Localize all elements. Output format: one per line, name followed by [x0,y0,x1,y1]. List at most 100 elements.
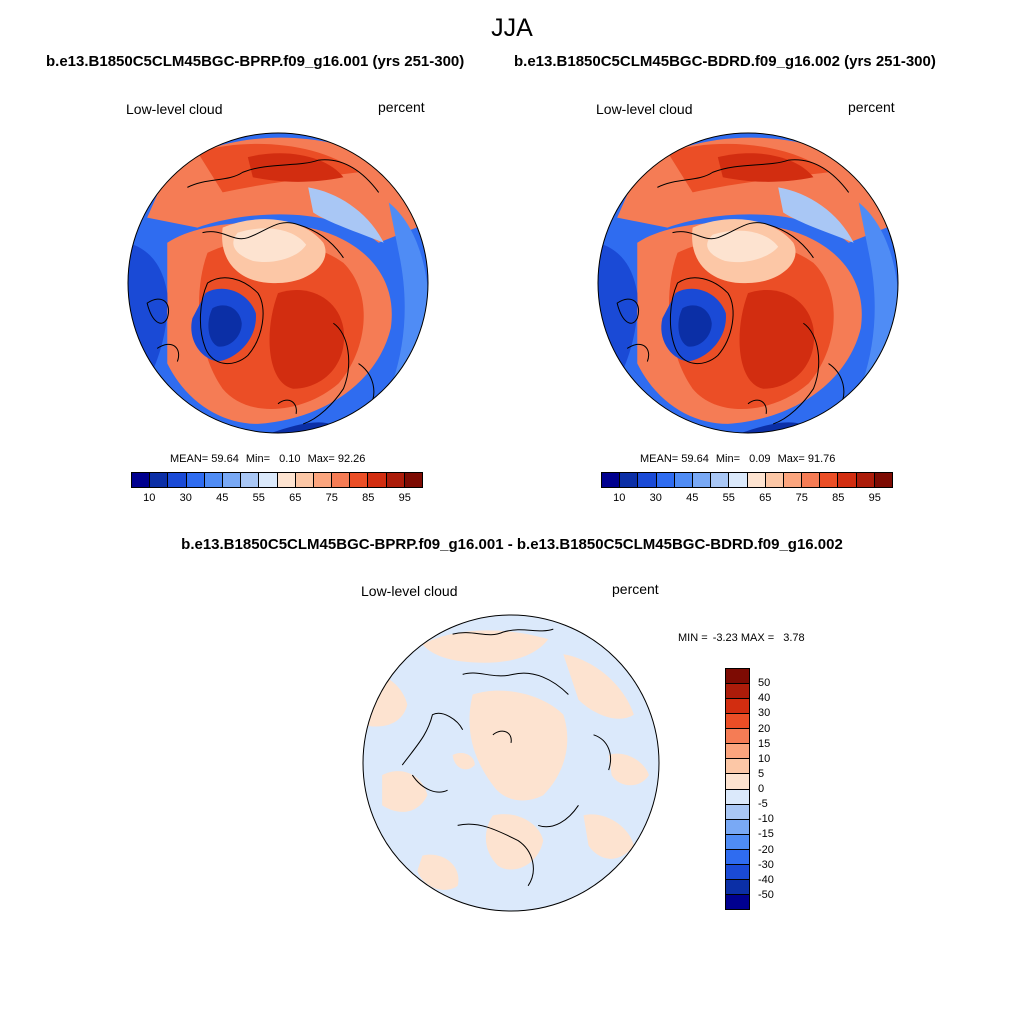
colorbar-tick-label: 0 [758,783,765,795]
colorbar-box [404,473,422,487]
colorbar-tick-label: -10 [758,813,774,826]
diff-max-label: MAX = [740,632,775,644]
variable-label-right: Low-level cloud [596,101,693,117]
difference-title: b.e13.B1850C5CLM45BGC-BPRP.f09_g16.001 -… [181,536,843,553]
colorbar-box [602,473,621,487]
colorbar-box [726,834,749,850]
colorbar-box [874,473,892,487]
colorbar-ticks-right: 10 30 45 55 65 75 85 95 [601,492,893,506]
colorbar-tick-label: 5 [758,767,765,780]
contour-fill-layers [363,630,649,890]
colorbar-tick-label: 45 [216,492,229,504]
colorbar-box [783,473,803,487]
units-label-left: percent [378,99,425,115]
colorbar-box [241,473,260,487]
colorbar-box [350,473,369,487]
stats-max-label: Max= [777,453,805,465]
colorbar-box [802,473,821,487]
colorbar-box [729,473,748,487]
colorbar-box [726,699,749,715]
diff-max-value: 3.78 [783,632,805,644]
colorbar-box [726,729,749,745]
colorbar-box [692,473,712,487]
colorbar-box [726,804,749,820]
contour-fill-layers [128,137,428,433]
colorbar-box [711,473,730,487]
colorbar-tick-label: 75 [325,492,338,504]
stats-mean-label: MEAN= [170,453,209,465]
colorbar-tick-label: -30 [758,858,774,871]
diff-min-label: MIN = [678,632,708,644]
polar-map-difference [362,614,660,912]
colorbar-tick-label: 30 [649,492,662,504]
colorbar-tick-label: -5 [758,798,768,811]
colorbar-box [620,473,639,487]
stats-left: MEAN= 59.64 Min= 0.10 Max= 92.26 [170,453,365,465]
colorbar-tick-label: -20 [758,843,774,856]
colorbar-tick-label: -50 [758,888,774,901]
stats-mean-value: 59.64 [211,453,239,465]
map-boundary [127,132,429,434]
stats-mean-label: MEAN= [640,453,679,465]
colorbar-box [368,473,387,487]
colorbar-tick-label: 95 [398,492,411,504]
colorbar-tick-label: 75 [795,492,808,504]
colorbar-ticks-left: 10 30 45 55 65 75 85 95 [131,492,423,506]
colorbar-box [656,473,675,487]
colorbar-box [726,774,749,790]
colorbar-tick-label: 95 [868,492,881,504]
case-title-left: b.e13.B1850C5CLM45BGC-BPRP.f09_g16.001 (… [46,53,465,70]
colorbar-tick-label: 20 [758,722,771,735]
colorbar-box [838,473,857,487]
colorbar-box [726,759,749,775]
colorbar-box [313,473,333,487]
variable-label-left: Low-level cloud [126,101,223,117]
colorbar-box [332,473,351,487]
colorbar-tick-label: 10 [143,492,156,504]
colorbar-tick-label: 55 [722,492,735,504]
colorbar-box [726,789,749,805]
colorbar-tick-label: 40 [758,692,771,705]
contour-fill-layers [598,137,898,433]
season-title: JJA [491,14,533,42]
diff-variable-label: Low-level cloud [361,583,458,599]
colorbar-tick-label: 65 [289,492,302,504]
units-label-right: percent [848,99,895,115]
stats-mean-value: 59.64 [681,453,709,465]
map-boundary [597,132,899,434]
diff-min-value: -3.23 [712,632,738,644]
colorbar-box [259,473,278,487]
colorbar-tick-label: 30 [758,707,771,720]
colorbar-box [726,849,749,865]
map-boundary [362,614,660,912]
colorbar-tick-label: -15 [758,828,774,841]
case-title-right: b.e13.B1850C5CLM45BGC-BDRD.f09_g16.002 (… [514,53,936,70]
diff-stats: MIN = -3.23 MAX = 3.78 [678,632,805,644]
stats-right: MEAN= 59.64 Min= 0.09 Max= 91.76 [640,453,835,465]
colorbar-box [222,473,242,487]
colorbar-tick-label: 65 [759,492,772,504]
colorbar-box [674,473,693,487]
colorbar-ticks-difference: 50 40 30 20 15 10 5 0 -5 -10 -15 -20 -30 -40 -50 [758,668,798,910]
stats-min-value: 0.10 [279,453,301,465]
colorbar-box [638,473,657,487]
colorbar-box [726,864,749,880]
colorbar-box [726,684,749,700]
colorbar-tick-label: 55 [252,492,265,504]
diff-units-label: percent [612,581,659,597]
colorbar-box [820,473,839,487]
colorbar-box [726,714,749,730]
stats-min-value: 0.09 [749,453,771,465]
colorbar-difference [725,668,750,910]
colorbar-box [726,819,749,835]
stats-min-label: Min= [715,453,741,465]
colorbar-left [131,472,423,488]
colorbar-box [132,473,151,487]
colorbar-box [726,894,749,909]
stats-max-label: Max= [307,453,335,465]
stats-max-value: 92.26 [337,453,366,465]
stats-min-label: Min= [245,453,271,465]
polar-map-right [597,132,899,434]
colorbar-tick-label: -40 [758,873,774,886]
colorbar-box [186,473,205,487]
